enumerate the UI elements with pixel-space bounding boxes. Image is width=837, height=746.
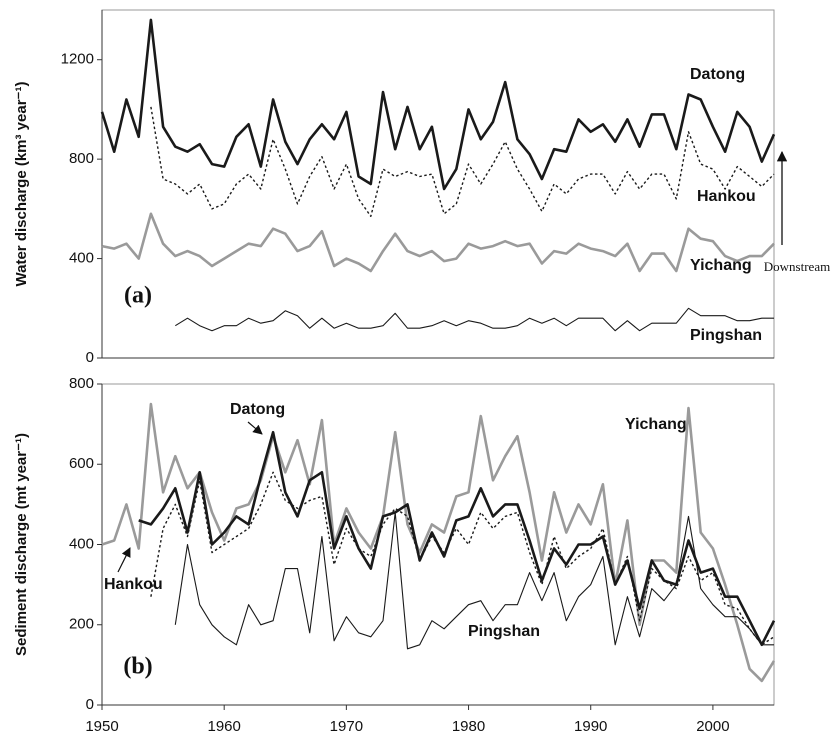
y-tick-label: 400 [69,535,94,552]
series-line [150,471,775,646]
y-tick-label: 600 [69,455,94,472]
series-line [150,106,775,217]
y-axis-label: Sediment discharge (mt year⁻¹) [13,433,30,656]
x-tick-label: 2000 [696,718,729,735]
series-line [175,307,774,332]
plot-frame [101,9,775,359]
series-label: Pingshan [690,327,762,344]
x-tick-label: 1960 [207,718,240,735]
series-label: Hankou [697,188,756,205]
annotation: (a) [124,283,152,309]
y-tick-label: 400 [69,250,94,267]
series-label: Datong [690,66,745,83]
y-tick-label: 0 [86,696,94,713]
series-line [100,18,776,191]
y-tick-label: 800 [69,150,94,167]
series-label: Yichang [625,416,687,433]
series-label: Datong [230,401,285,418]
series-label: Hankou [104,576,163,593]
y-tick-label: 200 [69,616,94,633]
x-tick-label: 1980 [452,718,485,735]
x-tick-label: 1970 [330,718,363,735]
series-label: Pingshan [468,623,540,640]
y-tick-label: 1200 [61,51,94,68]
label-arrow [117,547,131,573]
label-arrow [247,421,263,435]
series-line [101,402,776,683]
x-tick-label: 1990 [574,718,607,735]
series-line [138,430,776,647]
series-line [101,212,775,273]
y-tick-label: 800 [69,375,94,392]
y-axis-label: Water discharge (km³ year⁻¹) [13,82,30,287]
series-label: Yichang [690,257,752,274]
y-tick-label: 0 [86,349,94,366]
annotation: (b) [123,654,152,680]
x-tick-label: 1950 [85,718,118,735]
series-line [174,511,774,650]
annotation: Downstream [764,259,830,274]
